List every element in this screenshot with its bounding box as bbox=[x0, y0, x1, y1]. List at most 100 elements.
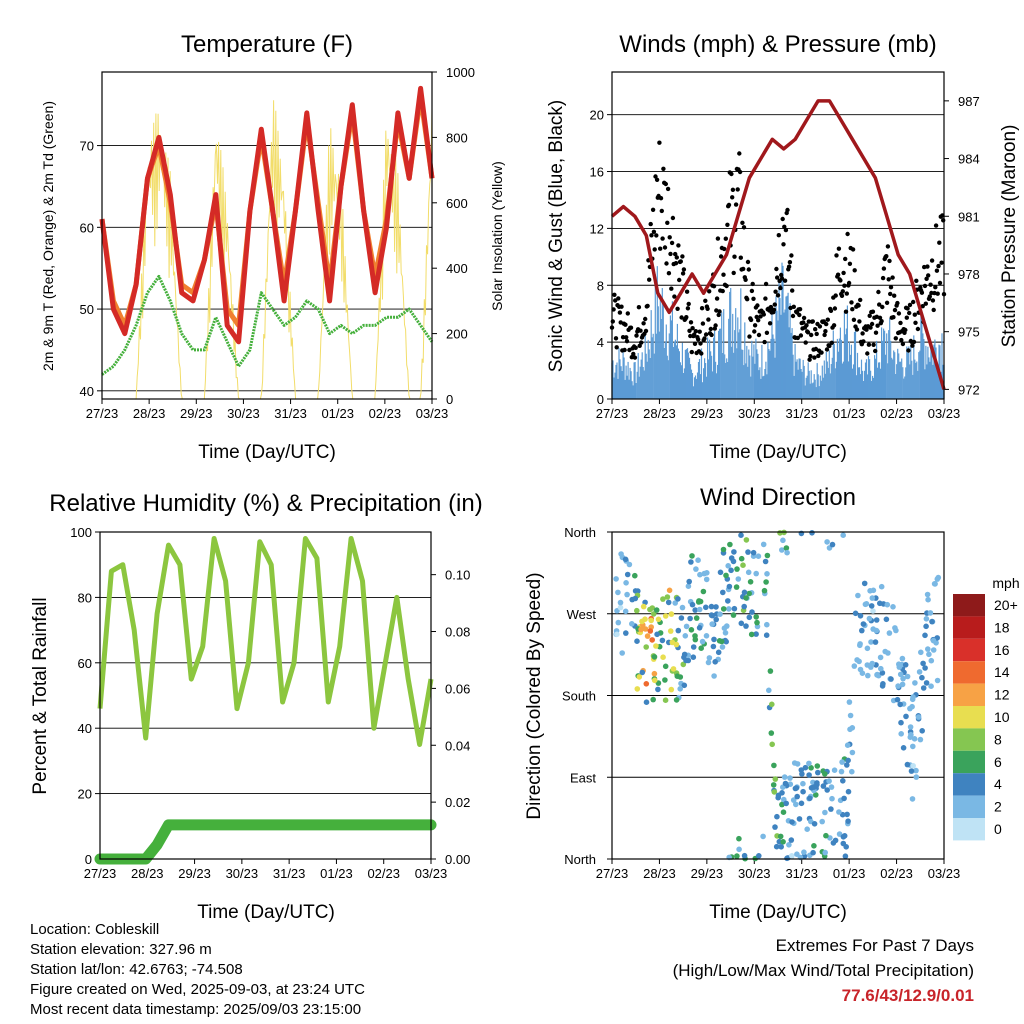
wind-gust-point bbox=[717, 309, 722, 314]
humidity-x-tick-label: 30/23 bbox=[226, 866, 259, 881]
wind-gust-point bbox=[852, 268, 857, 273]
wind-gust-point bbox=[911, 339, 917, 345]
wind-gust-point bbox=[803, 340, 808, 345]
wind-gust-point bbox=[775, 293, 781, 298]
wind-direction-point bbox=[790, 797, 797, 803]
wind-gust-point bbox=[813, 327, 818, 332]
humidity-x-axis-label: Time (Day/UTC) bbox=[197, 902, 335, 923]
wind-direction-point bbox=[668, 611, 675, 617]
wind-direction-point bbox=[762, 558, 769, 565]
wind-gust-point bbox=[844, 291, 849, 296]
wind-gust-point bbox=[688, 320, 694, 325]
wind-gust-point bbox=[836, 246, 842, 251]
wind-direction-point bbox=[747, 579, 754, 585]
wind-direction-point bbox=[683, 623, 690, 630]
wind-direction-point bbox=[626, 561, 633, 568]
wind-direction-point bbox=[861, 580, 868, 587]
wind-gust-point bbox=[829, 340, 834, 345]
wind-gust-point bbox=[634, 333, 639, 338]
wind-gust-point bbox=[814, 331, 819, 337]
wind-direction-point bbox=[713, 616, 719, 623]
wind-gust-point bbox=[676, 243, 681, 248]
humidity-x-tick-label: 28/23 bbox=[131, 866, 164, 881]
wind-gust-point bbox=[937, 280, 943, 286]
wind-gust-point bbox=[877, 302, 882, 307]
winds-x-axis-label: Time (Day/UTC) bbox=[709, 442, 847, 463]
wind-gust-point bbox=[660, 236, 665, 241]
wind-gust-point bbox=[930, 298, 936, 303]
direction-x-tick-label: 03/23 bbox=[928, 866, 961, 881]
wind-gust-point bbox=[809, 332, 814, 338]
wind-gust-point bbox=[737, 151, 742, 156]
wind-direction-point bbox=[804, 826, 810, 832]
wind-direction-point bbox=[878, 583, 885, 590]
wind-direction-point bbox=[801, 849, 807, 855]
wind-direction-point bbox=[828, 806, 834, 812]
wind-direction-point bbox=[931, 581, 938, 587]
wind-direction-point bbox=[693, 615, 700, 621]
wind-direction-point bbox=[673, 641, 680, 648]
wind-gust-point bbox=[824, 321, 829, 327]
colorbar-label: 6 bbox=[994, 754, 1002, 770]
wind-direction-point bbox=[692, 636, 699, 643]
wind-gust-point bbox=[616, 296, 621, 301]
wind-direction-point bbox=[922, 632, 928, 639]
precipitation-line bbox=[94, 819, 437, 865]
wind-direction-point bbox=[643, 699, 650, 705]
wind-gust-point bbox=[659, 208, 664, 214]
wind-gust-point bbox=[732, 254, 737, 259]
wind-direction-point bbox=[696, 625, 703, 631]
wind-direction-point bbox=[730, 612, 737, 618]
wind-direction-point bbox=[651, 670, 658, 677]
wind-direction-point bbox=[623, 630, 629, 636]
wind-direction-point bbox=[748, 631, 755, 638]
humidity-y-tick-label: 20 bbox=[78, 787, 92, 802]
wind-direction-point bbox=[642, 626, 649, 632]
wind-direction-point bbox=[629, 621, 635, 627]
wind-direction-point bbox=[741, 589, 748, 596]
wind-direction-point bbox=[830, 840, 837, 846]
wind-direction-point bbox=[840, 778, 846, 784]
temperature-x-tick-label: 29/23 bbox=[180, 406, 213, 421]
wind-gust-point bbox=[858, 297, 863, 303]
wind-direction-point bbox=[745, 569, 752, 576]
wind-direction-point bbox=[649, 637, 655, 643]
wind-gust-point bbox=[643, 328, 649, 334]
wind-gust-point bbox=[790, 313, 796, 319]
wind-direction-point bbox=[923, 623, 929, 630]
wind-direction-point bbox=[904, 761, 911, 768]
recent-timestamp: Most recent data timestamp: 2025/09/03 2… bbox=[30, 1001, 362, 1018]
wind-gust-point bbox=[935, 291, 940, 296]
wind-direction-point bbox=[690, 644, 697, 650]
wind-gust-point bbox=[746, 267, 751, 272]
wind-direction-point bbox=[811, 821, 818, 827]
wind-direction-point bbox=[615, 589, 621, 596]
wind-gust-point bbox=[825, 317, 830, 322]
wind-gust-point bbox=[648, 221, 653, 227]
wind-direction-point bbox=[688, 627, 695, 633]
wind-direction-point bbox=[681, 651, 688, 658]
wind-gust-point bbox=[658, 246, 663, 251]
wind-direction-point bbox=[753, 570, 759, 577]
wind-gust-point bbox=[789, 253, 794, 258]
humidity-y-tick-label: 60 bbox=[78, 656, 92, 671]
wind-gust-point bbox=[628, 325, 634, 330]
wind-gust-point bbox=[747, 334, 752, 339]
wind-gust-point bbox=[873, 348, 878, 354]
direction-y-tick-label: North bbox=[564, 852, 596, 867]
wind-gust-point bbox=[892, 307, 898, 313]
humidity-x-tick-label: 27/23 bbox=[84, 866, 117, 881]
wind-gust-point bbox=[877, 315, 883, 320]
wind-direction-point bbox=[823, 832, 829, 839]
wind-direction-point bbox=[711, 636, 717, 643]
wind-direction-point bbox=[664, 594, 671, 600]
wind-gust-point bbox=[696, 337, 701, 342]
wind-gust-point bbox=[845, 231, 850, 237]
wind-direction-point bbox=[746, 614, 753, 621]
temperature-y-tick-label: 50 bbox=[80, 302, 94, 317]
wind-gust-point bbox=[936, 263, 941, 269]
wind-gust-point bbox=[941, 218, 946, 223]
wind-direction-point bbox=[918, 649, 924, 656]
humidity-title: Relative Humidity (%) & Precipitation (i… bbox=[49, 490, 482, 517]
wind-direction-point bbox=[814, 763, 821, 769]
